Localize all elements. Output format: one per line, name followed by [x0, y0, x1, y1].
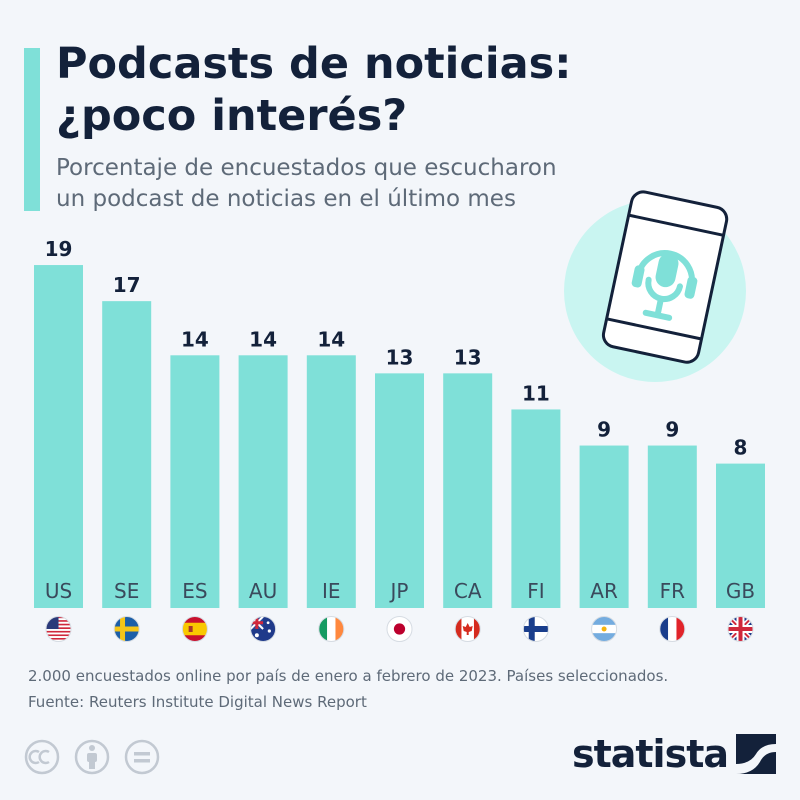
- subtitle-line-1: Porcentaje de encuestados que escucharon: [56, 155, 557, 181]
- footnote: 2.000 encuestados online por país de ene…: [28, 667, 669, 685]
- category-label-ie: IE: [322, 579, 341, 603]
- title-accent-bar: [24, 48, 40, 211]
- value-label-jp: 13: [386, 345, 414, 369]
- flag-ring: [250, 616, 277, 642]
- flag-ring: [386, 616, 413, 642]
- category-label-jp: JP: [389, 579, 409, 603]
- category-label-se: SE: [114, 579, 139, 603]
- value-label-fi: 11: [522, 381, 550, 405]
- no-derivatives-icon: [124, 739, 160, 775]
- license-icons: [24, 739, 160, 775]
- title-line-1: Podcasts de noticias:: [56, 39, 572, 89]
- category-label-es: ES: [182, 579, 207, 603]
- flag-fi-icon: [523, 616, 549, 642]
- page-title: Podcasts de noticias: ¿poco interés?: [56, 38, 571, 142]
- bar-jp: [375, 373, 424, 608]
- flag-au-icon: [250, 616, 276, 642]
- bar-ie: [306, 355, 356, 608]
- bar-ca: [443, 373, 493, 608]
- bar-au: [238, 355, 288, 608]
- flag-ie-icon: [318, 616, 344, 642]
- flag-jp-icon: [387, 616, 412, 642]
- brand-name: statista: [571, 732, 729, 776]
- statista-logo: statista: [572, 732, 776, 776]
- bar-es: [170, 355, 220, 608]
- bar-se: [102, 301, 152, 608]
- bar-ar: [579, 445, 629, 608]
- flag-se-icon: [114, 616, 140, 642]
- subtitle-line-2: un podcast de noticias en el último mes: [56, 186, 516, 212]
- value-label-ar: 9: [597, 418, 611, 442]
- flag-fr-icon: [659, 616, 685, 642]
- category-label-gb: GB: [726, 579, 755, 603]
- category-label-fr: FR: [660, 579, 686, 603]
- flag-gb-icon: [728, 616, 753, 642]
- attribution-icon: [74, 739, 110, 775]
- flag-es-icon: [182, 616, 208, 642]
- value-label-es: 14: [181, 327, 209, 351]
- source-note: Fuente: Reuters Institute Digital News R…: [28, 693, 367, 711]
- flag-ring: [659, 616, 686, 642]
- bar-fi: [511, 409, 561, 608]
- podcast-phone-icon: [564, 190, 746, 382]
- flag-ring: [454, 616, 481, 642]
- flag-ring: [113, 616, 140, 642]
- flag-ring: [727, 616, 754, 642]
- value-label-ie: 14: [317, 327, 345, 351]
- value-label-gb: 8: [734, 436, 748, 460]
- flag-ring: [591, 616, 618, 642]
- bar-fr: [647, 445, 697, 608]
- category-label-ca: CA: [454, 579, 482, 603]
- flag-ar-icon: [591, 616, 617, 642]
- value-label-se: 17: [113, 273, 141, 297]
- page-subtitle: Porcentaje de encuestados que escucharon…: [56, 153, 557, 215]
- value-label-fr: 9: [665, 418, 679, 442]
- category-label-au: AU: [249, 579, 277, 603]
- flag-ca-icon: [455, 616, 481, 642]
- value-label-us: 19: [45, 237, 73, 261]
- flag-ring: [45, 616, 72, 642]
- flag-ring: [522, 616, 549, 642]
- flag-us-icon: [46, 616, 71, 642]
- category-label-us: US: [45, 579, 72, 603]
- bar-us: [34, 265, 83, 608]
- flag-ring: [318, 616, 345, 642]
- category-label-fi: FI: [527, 579, 544, 603]
- statista-logo-mark-icon: [736, 734, 776, 774]
- flag-ring: [181, 616, 208, 642]
- creative-commons-icon: [24, 739, 60, 775]
- category-label-ar: AR: [590, 579, 618, 603]
- bar-gb: [716, 463, 765, 608]
- value-label-au: 14: [249, 327, 277, 351]
- title-line-2: ¿poco interés?: [56, 91, 408, 141]
- value-label-ca: 13: [454, 345, 482, 369]
